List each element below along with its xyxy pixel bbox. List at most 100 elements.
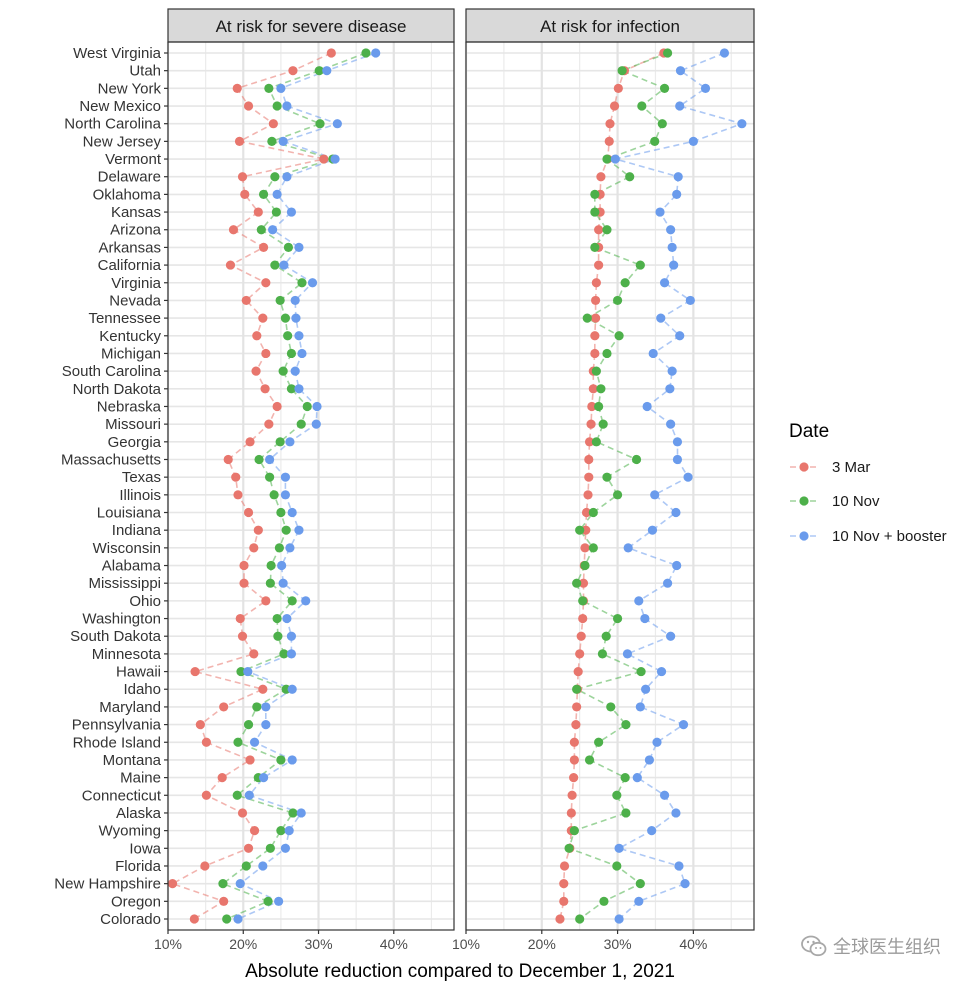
data-point (588, 507, 598, 518)
data-point (667, 366, 677, 376)
data-point (637, 101, 647, 111)
panel-background (168, 42, 454, 930)
data-point (584, 755, 595, 765)
data-point (241, 861, 251, 871)
y-tick-label: Georgia (108, 434, 162, 451)
y-tick-label: North Dakota (73, 381, 162, 398)
data-point (569, 755, 579, 765)
y-tick-label: Mississippi (88, 575, 161, 592)
data-point (655, 207, 665, 217)
data-point (275, 295, 285, 306)
data-point (231, 472, 241, 482)
data-point (294, 384, 304, 394)
y-tick-label: Hawaii (116, 664, 161, 681)
y-tick-label: Oklahoma (93, 186, 162, 203)
data-point (258, 242, 269, 253)
data-point (233, 737, 243, 747)
data-point (232, 790, 242, 800)
data-point (591, 295, 601, 306)
data-point (261, 596, 271, 606)
y-tick-label: Alaska (116, 805, 162, 822)
y-tick-label: Oregon (111, 893, 161, 910)
watermark: 全球医生组织 (801, 933, 941, 959)
data-point (249, 649, 259, 659)
data-point (296, 419, 306, 429)
data-point (278, 136, 288, 146)
data-point (575, 525, 585, 535)
data-point (683, 472, 693, 482)
data-point (265, 843, 275, 853)
data-point (667, 242, 677, 253)
data-point (591, 313, 601, 323)
data-point (283, 242, 294, 253)
data-point (610, 154, 620, 164)
y-tick-label: Florida (115, 858, 162, 875)
data-point (243, 843, 254, 853)
data-point (276, 83, 286, 93)
data-point (584, 437, 595, 447)
data-point (285, 543, 295, 553)
data-point (258, 684, 268, 694)
y-tick-label: Idaho (123, 681, 161, 698)
data-point (602, 225, 612, 235)
y-tick-label: Pennsylvania (72, 717, 162, 734)
data-point (272, 613, 282, 624)
data-point (659, 278, 670, 288)
data-point (613, 83, 623, 93)
data-point (252, 702, 262, 712)
y-tick-label: New Mexico (79, 98, 161, 115)
panel-background (466, 42, 754, 930)
data-point (223, 454, 233, 465)
data-point (614, 843, 624, 853)
data-point (272, 189, 282, 199)
data-point (581, 507, 592, 518)
data-point (647, 826, 657, 836)
data-point (297, 278, 307, 288)
data-point (286, 348, 297, 359)
data-point (279, 649, 289, 659)
data-point (252, 331, 262, 341)
legend-key-point (799, 462, 809, 472)
data-point (326, 48, 336, 58)
data-point (264, 419, 274, 429)
data-point (235, 613, 245, 624)
legend-entry-label: 10 Nov (832, 493, 880, 510)
y-tick-label: Missouri (105, 416, 161, 433)
data-point (609, 101, 620, 111)
watermark-text: 全球医生组织 (833, 937, 941, 957)
data-point (675, 101, 685, 111)
data-point (272, 101, 282, 111)
data-point (294, 525, 304, 535)
data-point (575, 914, 585, 924)
data-point (276, 755, 286, 765)
data-point (277, 560, 287, 571)
data-point (620, 278, 630, 288)
y-tick-label: Maine (120, 770, 161, 787)
data-point (594, 225, 604, 235)
data-point (319, 154, 329, 164)
data-point (265, 578, 275, 588)
data-point (675, 331, 685, 341)
data-point (279, 260, 289, 270)
y-tick-label: North Carolina (64, 116, 161, 133)
data-point (576, 631, 586, 641)
data-point (276, 507, 286, 518)
y-tick-label: Illinois (119, 487, 161, 504)
data-point (314, 66, 324, 76)
data-point (673, 172, 683, 182)
y-tick-label: Colorado (100, 911, 161, 928)
data-point (567, 790, 577, 800)
y-tick-label: Connecticut (82, 787, 162, 804)
data-point (281, 525, 291, 535)
data-point (286, 384, 297, 394)
data-point (287, 755, 297, 765)
data-point (555, 914, 565, 924)
data-point (280, 843, 291, 853)
data-point (606, 702, 616, 712)
data-point (634, 896, 644, 906)
data-point (559, 861, 570, 871)
data-point (286, 631, 297, 641)
data-point (301, 596, 311, 606)
y-tick-label: Montana (103, 752, 162, 769)
data-point (288, 808, 298, 818)
